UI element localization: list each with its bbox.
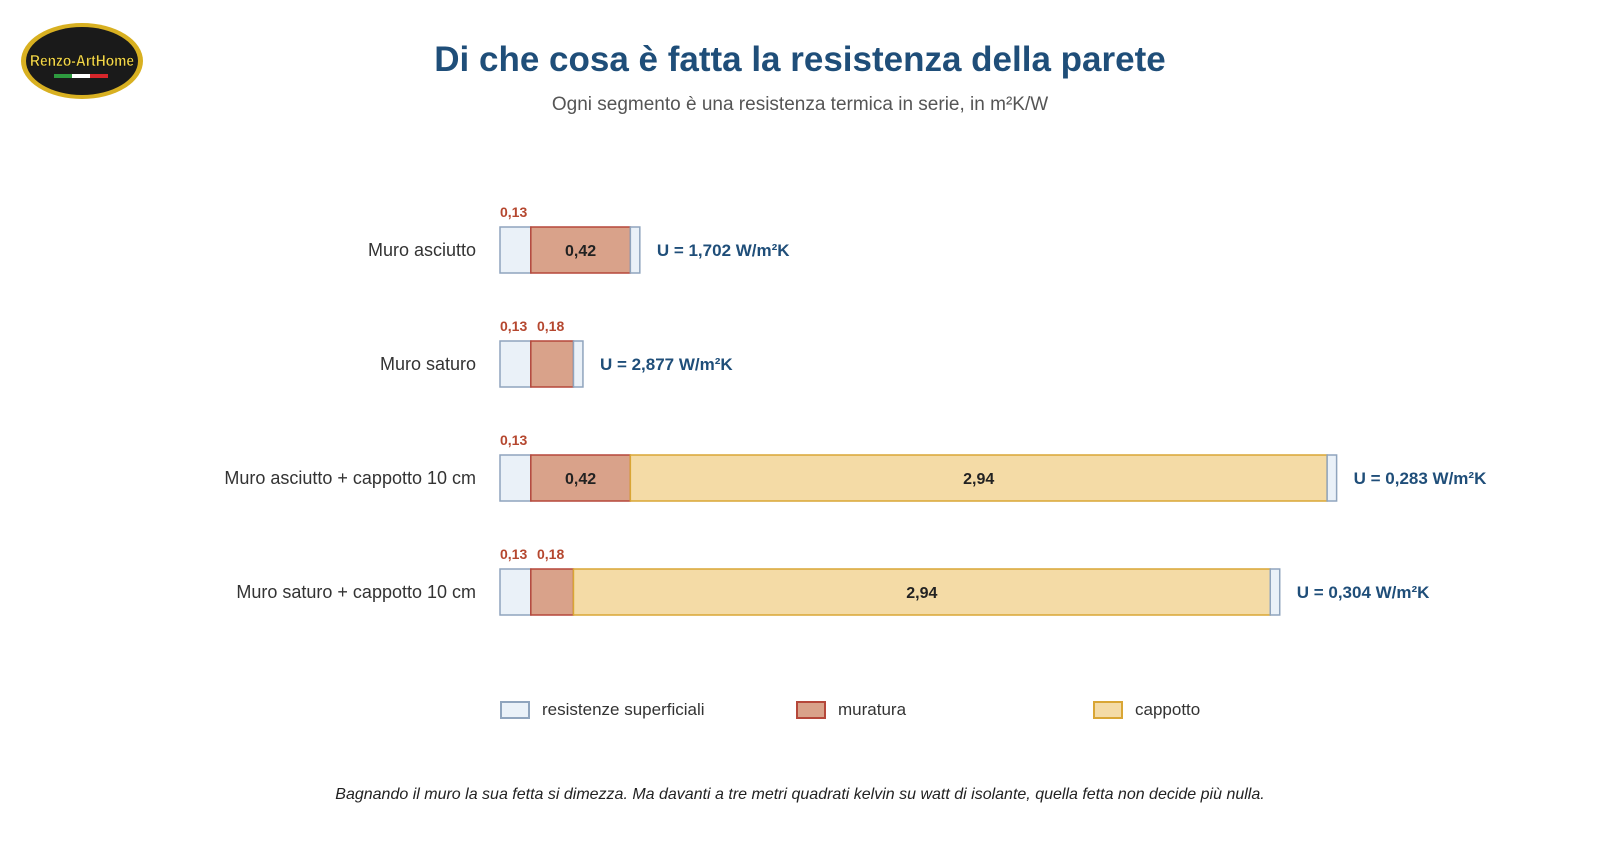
legend-swatch-cappotto <box>1093 701 1123 719</box>
bar-segment-muratura <box>530 226 632 274</box>
small-data-label: 0,18 <box>537 318 564 334</box>
legend: resistenze superficiali muratura cappott… <box>0 700 1600 730</box>
legend-item-superficiali: resistenze superficiali <box>500 700 705 720</box>
flag-red-stripe <box>90 74 108 78</box>
footnote: Bagnando il muro la sua fetta si dimezza… <box>335 786 1265 803</box>
small-data-label: 0,18 <box>537 546 564 562</box>
category-label: Muro saturo + cappotto 10 cm <box>236 582 476 602</box>
small-data-label: 0,13 <box>500 204 527 220</box>
u-value-label: U = 2,877 W/m²K <box>600 355 733 374</box>
bar-segment-superficiali <box>572 340 584 388</box>
bar-segment-superficiali <box>1326 454 1338 502</box>
legend-label-superficiali: resistenze superficiali <box>542 700 705 719</box>
bar-segment-superficiali <box>499 568 532 616</box>
category-label: Muro asciutto <box>368 240 476 260</box>
bar-segment-superficiali <box>629 226 641 274</box>
legend-swatch-muratura <box>796 701 826 719</box>
u-value-label: U = 1,702 W/m²K <box>657 241 790 260</box>
legend-label-cappotto: cappotto <box>1135 700 1201 719</box>
chart-title: Di che cosa è fatta la resistenza della … <box>434 40 1166 79</box>
logo-text: Renzo-ArtHome <box>30 53 134 70</box>
legend-label-muratura: muratura <box>838 700 907 719</box>
bar-segment-muratura <box>530 568 575 616</box>
u-value-label: U = 0,283 W/m²K <box>1354 469 1487 488</box>
flag-green-stripe <box>54 74 72 78</box>
legend-item-cappotto: cappotto <box>1093 700 1200 720</box>
legend-item-muratura: muratura <box>796 700 906 720</box>
data-label: 0,42 <box>565 471 596 488</box>
stacked-bar-chart: Muro asciutto 0,42 0,13 U = 1,702 W/m²K Muro… <box>224 204 1487 616</box>
category-label: Muro asciutto + cappotto 10 cm <box>224 468 476 488</box>
small-data-label: 0,13 <box>500 432 527 448</box>
small-data-label: 0,13 <box>500 318 527 334</box>
data-label: 0,42 <box>565 243 596 260</box>
category-label: Muro saturo <box>380 354 476 374</box>
data-label: 2,94 <box>906 585 937 602</box>
flag-white-stripe <box>72 74 90 78</box>
brand-logo: Renzo-ArtHome <box>21 23 143 99</box>
legend-swatch-superficiali <box>500 701 530 719</box>
bar-segment-superficiali <box>499 454 532 502</box>
bar-segment-superficiali <box>499 340 532 388</box>
bar-segment-superficiali <box>1269 568 1281 616</box>
small-data-label: 0,13 <box>500 546 527 562</box>
bar-segment-superficiali <box>499 226 532 274</box>
u-value-label: U = 0,304 W/m²K <box>1297 583 1430 602</box>
data-label: 2,94 <box>963 471 994 488</box>
chart-subtitle: Ogni segmento è una resistenza termica i… <box>551 94 1049 115</box>
bar-segment-muratura <box>530 340 575 388</box>
